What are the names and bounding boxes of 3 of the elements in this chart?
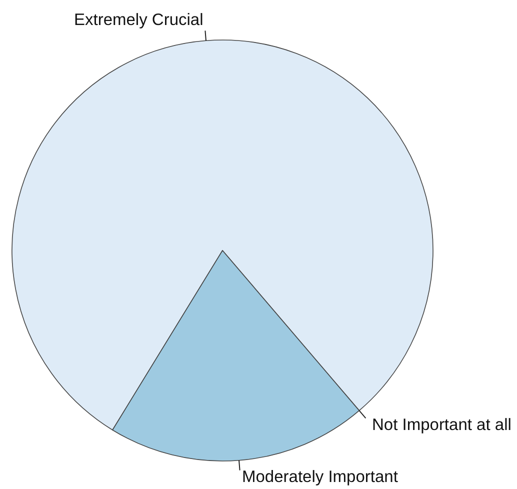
slice-label: Extremely Crucial [74, 11, 204, 29]
legend-label: Not Important at all [372, 416, 512, 434]
slice-label: Moderately Important [242, 468, 398, 486]
